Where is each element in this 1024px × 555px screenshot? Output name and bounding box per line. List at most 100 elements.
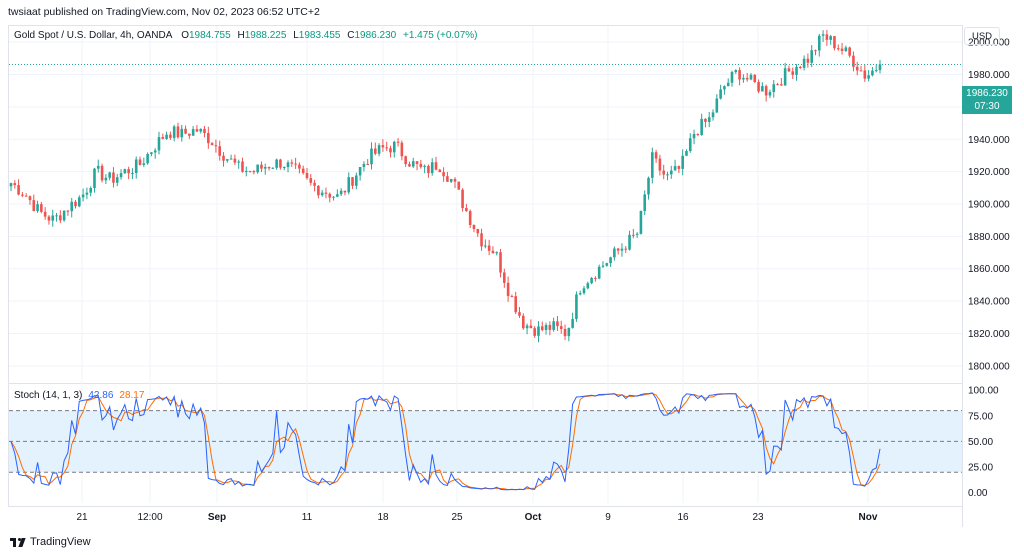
candle-body bbox=[51, 215, 55, 221]
candle-body bbox=[343, 190, 347, 193]
candle-body bbox=[685, 150, 688, 156]
candle-body bbox=[191, 129, 195, 136]
footer-brand[interactable]: TradingView bbox=[10, 536, 91, 548]
candle-body bbox=[241, 161, 244, 172]
candle-body bbox=[704, 118, 707, 122]
candle-body bbox=[601, 265, 605, 267]
open-value: 1984.755 bbox=[188, 30, 231, 41]
candle-body bbox=[100, 165, 104, 181]
candle-body bbox=[396, 141, 400, 143]
candle-body bbox=[309, 178, 313, 183]
candle-body bbox=[681, 155, 684, 169]
candle-body bbox=[624, 248, 628, 250]
candle-body bbox=[867, 75, 870, 79]
stoch-title[interactable]: Stoch (14, 1, 3) bbox=[14, 390, 83, 401]
candle-body bbox=[93, 168, 96, 189]
currency-button[interactable]: USD bbox=[964, 27, 1000, 45]
candle-body bbox=[723, 86, 726, 90]
candle-body bbox=[688, 138, 692, 151]
candle-body bbox=[859, 70, 863, 72]
time-tick-label: 11 bbox=[302, 512, 313, 523]
candle-body bbox=[203, 128, 206, 134]
candle-body bbox=[279, 159, 282, 168]
candle-body bbox=[115, 177, 119, 183]
candle-body bbox=[74, 201, 77, 207]
candle-body bbox=[28, 196, 32, 201]
candle-body bbox=[78, 197, 81, 207]
candle-body bbox=[347, 177, 351, 193]
symbol-name[interactable]: Gold Spot / U.S. Dollar, 4h, OANDA bbox=[14, 30, 173, 41]
candle-body bbox=[863, 70, 867, 79]
candle-body bbox=[700, 118, 703, 135]
candle-body bbox=[373, 148, 377, 154]
stoch-d-value: 28.17 bbox=[119, 390, 145, 401]
candle-body bbox=[24, 195, 28, 197]
candle-body bbox=[692, 134, 696, 139]
candle-body bbox=[263, 167, 267, 169]
candle-body bbox=[89, 188, 92, 193]
candle-body bbox=[377, 145, 381, 154]
candle-body bbox=[480, 233, 483, 247]
candle-body bbox=[840, 48, 844, 51]
candle-body bbox=[138, 159, 142, 165]
candle-body bbox=[761, 86, 764, 92]
candle-body bbox=[229, 158, 233, 160]
candle-body bbox=[40, 204, 43, 212]
candle-body bbox=[290, 162, 294, 164]
candle-body bbox=[639, 210, 643, 234]
time-tick-label: Nov bbox=[859, 512, 878, 523]
candle-body bbox=[108, 172, 111, 178]
candle-body bbox=[9, 183, 13, 187]
time-tick-label: 23 bbox=[752, 512, 764, 523]
candle-body bbox=[817, 35, 821, 51]
candle-body bbox=[795, 66, 798, 75]
candle-body bbox=[298, 164, 301, 169]
time-tick-label: 12:00 bbox=[137, 512, 162, 523]
candle-body bbox=[726, 82, 730, 87]
candle-body bbox=[780, 84, 783, 86]
candle-body bbox=[430, 162, 434, 174]
candle-body bbox=[301, 168, 305, 174]
candle-body bbox=[157, 137, 161, 151]
candle-body bbox=[836, 48, 840, 50]
low-label: L bbox=[293, 30, 299, 41]
candle-body bbox=[180, 128, 184, 138]
candle-body bbox=[821, 34, 825, 36]
candle-body bbox=[503, 272, 506, 283]
candle-body bbox=[632, 234, 635, 236]
candle-body bbox=[571, 319, 574, 328]
candle-body bbox=[848, 47, 851, 56]
candle-body bbox=[521, 315, 525, 329]
candle-body bbox=[586, 283, 590, 289]
stoch-tick-label: 100.00 bbox=[968, 386, 999, 397]
time-tick-label: Oct bbox=[525, 512, 542, 523]
candle-body bbox=[127, 169, 130, 174]
high-label: H bbox=[237, 30, 245, 41]
candle-body bbox=[195, 129, 199, 132]
price-tick-label: 1900.000 bbox=[968, 200, 1010, 211]
candle-body bbox=[696, 134, 700, 136]
candle-body bbox=[36, 204, 39, 212]
candle-body bbox=[131, 173, 134, 175]
candle-body bbox=[339, 190, 343, 195]
candle-body bbox=[244, 170, 248, 172]
candle-body bbox=[814, 50, 817, 52]
candle-body bbox=[506, 282, 510, 297]
candle-body bbox=[442, 172, 445, 177]
price-tick-label: 1980.000 bbox=[968, 70, 1010, 81]
price-tick-label: 2000.000 bbox=[968, 38, 1010, 49]
candle-body bbox=[169, 134, 172, 138]
candle-body bbox=[499, 252, 502, 273]
change-value: +1.475 (+0.07%) bbox=[403, 30, 478, 41]
candle-body bbox=[590, 277, 593, 284]
candle-body bbox=[271, 167, 275, 169]
price-tick-label: 1800.000 bbox=[968, 361, 1010, 372]
pane-divider[interactable] bbox=[8, 383, 963, 384]
candle-body bbox=[252, 170, 256, 173]
stoch-tick-label: 75.00 bbox=[968, 411, 993, 422]
stoch-k-value: 42.86 bbox=[88, 390, 114, 401]
candle-body bbox=[495, 252, 499, 254]
candle-body bbox=[260, 164, 263, 169]
candle-body bbox=[613, 248, 616, 258]
